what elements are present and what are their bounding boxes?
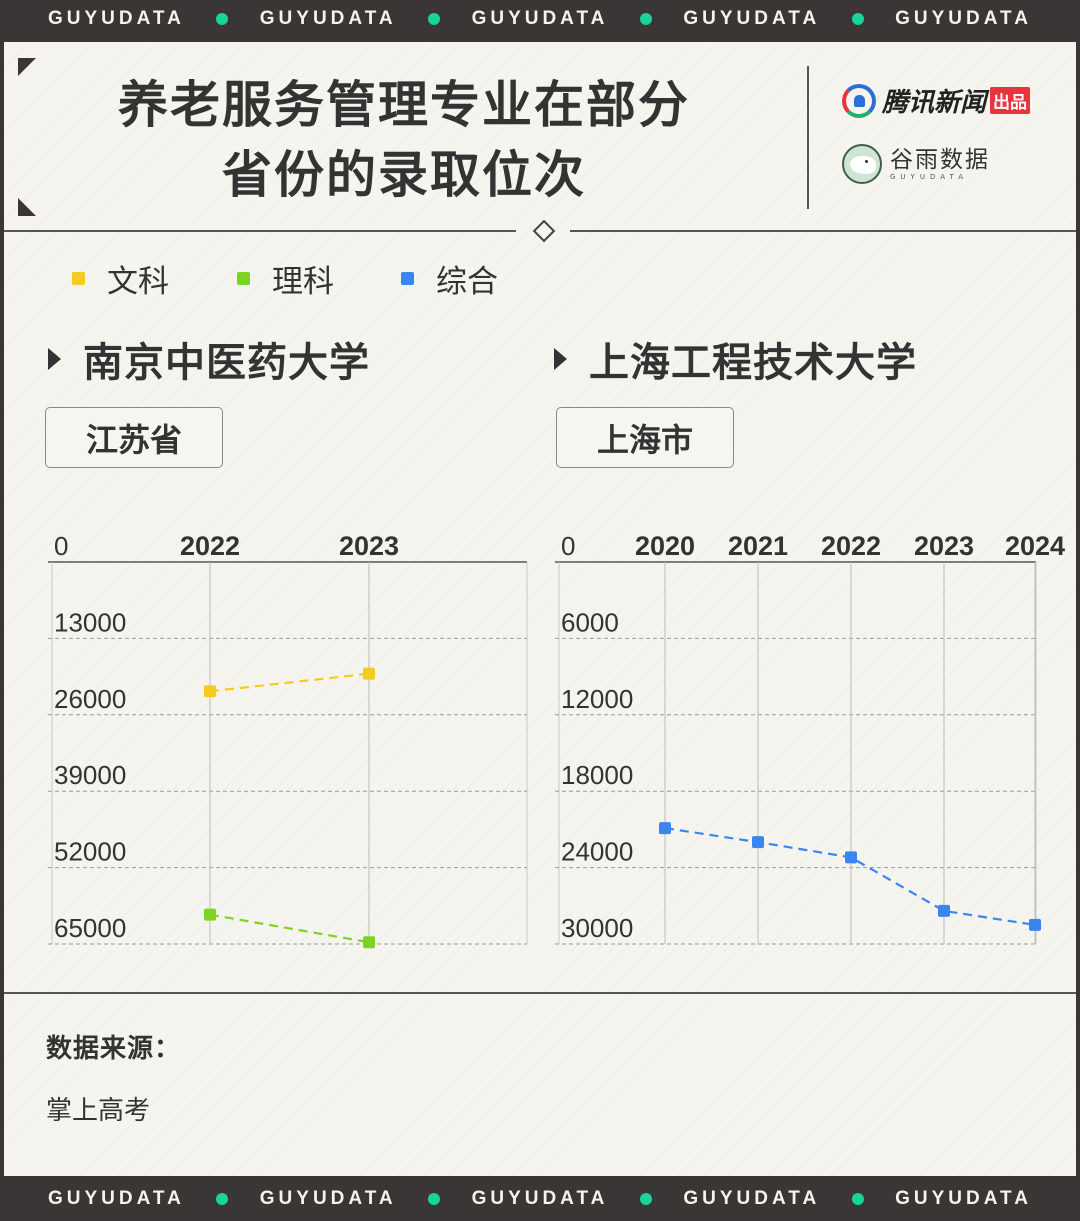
chart-right: 0 6000 12000 18000 24000 30000 2020 2021 2022 202… bbox=[555, 531, 1065, 945]
corner-mark-bottom bbox=[18, 198, 36, 216]
legend-label: 综合 bbox=[436, 263, 498, 300]
banner-dot-icon bbox=[851, 1193, 864, 1205]
y-tick-label: 13000 bbox=[54, 607, 126, 637]
footer-rule bbox=[4, 992, 1076, 994]
banner-dot-icon bbox=[428, 13, 441, 25]
triangle-icon bbox=[48, 348, 61, 370]
school-heading-right: 上海工程技术大学 bbox=[554, 330, 917, 388]
series-line bbox=[209, 672, 370, 693]
banner-text: GUYUDATA bbox=[259, 8, 397, 29]
banner-dot-icon bbox=[639, 13, 652, 25]
legend-item-wenke: 文科 bbox=[72, 258, 169, 300]
x-tick-label: 2023 bbox=[914, 531, 974, 561]
x-tick-label: 2022 bbox=[821, 531, 881, 561]
banner-dot-icon bbox=[216, 13, 229, 25]
header-divider bbox=[807, 66, 809, 209]
banner-text: GUYUDATA bbox=[48, 8, 185, 29]
legend-swatch bbox=[237, 271, 250, 285]
triangle-icon bbox=[554, 348, 567, 370]
y-tick-label: 65000 bbox=[54, 913, 126, 943]
data-point bbox=[1029, 918, 1041, 931]
data-point bbox=[204, 908, 216, 921]
banner-dot-icon bbox=[428, 1193, 441, 1205]
legend-item-like: 理科 bbox=[237, 258, 334, 300]
banner-text: GUYUDATA bbox=[48, 1188, 185, 1209]
x-tick-label: 2021 bbox=[728, 531, 788, 561]
data-point bbox=[752, 836, 764, 849]
source-value: 掌上高考 bbox=[46, 1096, 151, 1126]
chart-left: 0 13000 26000 39000 52000 65000 2022 2023 bbox=[48, 531, 528, 949]
y-tick-label: 26000 bbox=[54, 684, 126, 714]
banner-dot-icon bbox=[639, 1193, 652, 1205]
page-title: 养老服务管理专业在部分 省份的录取位次 bbox=[44, 70, 764, 210]
y-tick-label: 0 bbox=[54, 531, 68, 561]
legend-swatch bbox=[72, 271, 85, 285]
banner-text: GUYUDATA bbox=[471, 1188, 609, 1209]
corner-mark-top bbox=[18, 58, 36, 76]
bell-icon bbox=[842, 83, 876, 118]
top-banner: GUYUDATA GUYUDATA GUYUDATA GUYUDATA GUYUDATA bbox=[0, 0, 1080, 38]
tencent-news-logo: 腾讯新闻 出品 bbox=[842, 82, 1031, 119]
guyu-data-name: 谷雨数据 bbox=[890, 147, 990, 173]
x-tick-label: 2024 bbox=[1005, 531, 1065, 561]
province-tag-left: 江苏省 bbox=[45, 407, 223, 468]
province-tag-right: 上海市 bbox=[556, 407, 734, 468]
banner-dot-icon bbox=[851, 13, 864, 25]
legend-label: 理科 bbox=[272, 263, 334, 300]
data-point bbox=[938, 904, 950, 917]
legend-item-zonghe: 综合 bbox=[401, 258, 498, 300]
banner-text: GUYUDATA bbox=[895, 1188, 1032, 1209]
x-tick-label: 2023 bbox=[339, 531, 399, 561]
banner-text: GUYUDATA bbox=[895, 8, 1032, 29]
y-tick-label: 39000 bbox=[54, 760, 126, 790]
guyu-data-subname: GUYUDATA bbox=[890, 173, 968, 181]
tencent-news-name: 腾讯新闻 bbox=[882, 88, 987, 118]
data-point bbox=[204, 685, 216, 698]
data-point bbox=[363, 667, 375, 680]
y-tick-label: 24000 bbox=[561, 837, 633, 867]
banner-text: GUYUDATA bbox=[259, 1188, 397, 1209]
data-point bbox=[659, 822, 671, 835]
diamond-icon bbox=[532, 219, 556, 243]
series-line bbox=[209, 913, 370, 944]
legend-swatch bbox=[401, 271, 414, 285]
banner-text: GUYUDATA bbox=[683, 8, 821, 29]
data-point bbox=[363, 936, 375, 949]
data-point bbox=[845, 851, 857, 864]
tencent-news-tag: 出品 bbox=[990, 87, 1031, 114]
banner-text: GUYUDATA bbox=[683, 1188, 821, 1209]
school-name: 南京中医药大学 bbox=[83, 340, 370, 386]
school-name: 上海工程技术大学 bbox=[589, 340, 917, 386]
y-tick-label: 18000 bbox=[561, 760, 633, 790]
y-tick-label: 6000 bbox=[561, 607, 619, 637]
y-tick-label: 30000 bbox=[561, 913, 633, 943]
source-title: 数据来源： bbox=[46, 1034, 182, 1064]
title-line-1: 养老服务管理专业在部分 bbox=[118, 76, 690, 134]
header-rule-left bbox=[4, 230, 516, 232]
guyu-data-logo: 谷雨数据 GUYUDATA bbox=[842, 144, 990, 184]
bird-icon bbox=[842, 144, 882, 184]
legend-label: 文科 bbox=[107, 263, 169, 300]
title-line-2: 省份的录取位次 bbox=[222, 146, 586, 204]
series-line bbox=[664, 827, 1036, 926]
bottom-banner: GUYUDATA GUYUDATA GUYUDATA GUYUDATA GUYUDATA bbox=[0, 1180, 1080, 1218]
x-tick-label: 2022 bbox=[180, 531, 240, 561]
school-heading-left: 南京中医药大学 bbox=[48, 330, 370, 388]
banner-text: GUYUDATA bbox=[471, 8, 609, 29]
y-tick-label: 0 bbox=[561, 531, 575, 561]
y-tick-label: 12000 bbox=[561, 684, 633, 714]
infographic-card: 养老服务管理专业在部分 省份的录取位次 腾讯新闻 出品 谷雨数据 GUYUDAT… bbox=[4, 42, 1076, 1176]
x-tick-label: 2020 bbox=[635, 531, 695, 561]
header-rule-right bbox=[570, 230, 1076, 232]
y-tick-label: 52000 bbox=[54, 837, 126, 867]
banner-dot-icon bbox=[216, 1193, 229, 1205]
